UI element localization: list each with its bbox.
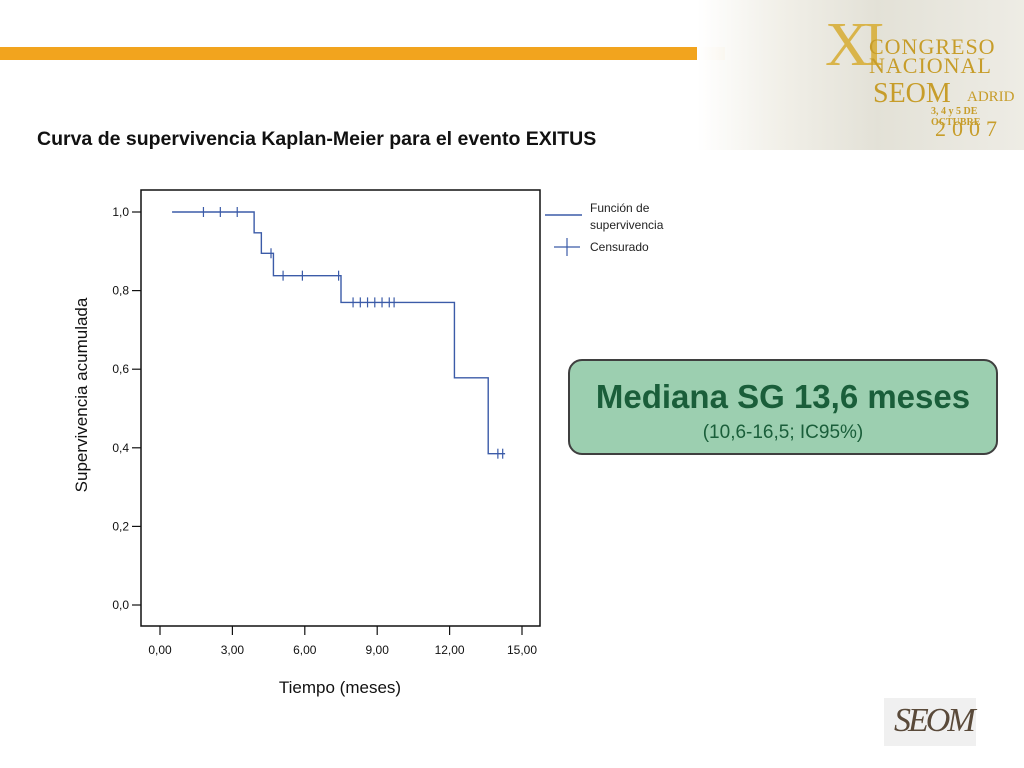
median-main-text: Mediana SG 13,6 meses (595, 378, 971, 415)
banner-city: ADRID (967, 89, 1015, 105)
survival-curve (172, 211, 506, 455)
x-tick-label: 3,00 (221, 643, 245, 657)
x-axis-title: Tiempo (meses) (279, 678, 401, 697)
legend-label: Censurado (590, 240, 649, 254)
x-tick-label: 6,00 (293, 643, 317, 657)
seom-logo-text: SEOM (894, 702, 976, 739)
x-tick-label: 9,00 (366, 643, 390, 657)
banner-dates: 3, 4 y 5 DE OCTUBRE (931, 106, 981, 128)
median-box: Mediana SG 13,6 meses (10,6-16,5; IC95%) (568, 359, 998, 455)
banner-background (697, 0, 1024, 150)
median-ci-text: (10,6-16,5; IC95%) (702, 422, 864, 443)
seom-logo: SEOM (884, 698, 976, 746)
banner-line2: NACIONAL (869, 53, 992, 78)
banner-org: SEOM (873, 78, 951, 109)
y-tick-label: 0,2 (112, 519, 129, 533)
banner-line1: CONGRESO (869, 34, 996, 59)
legend-label: supervivencia (590, 218, 664, 232)
y-tick-label: 0,0 (112, 598, 129, 612)
plot-frame (140, 189, 541, 627)
x-tick-label: 12,00 (435, 643, 465, 657)
congress-banner: XI CONGRESO NACIONAL SEOM ADRID 3, 4 y 5… (697, 0, 1024, 150)
y-tick-label: 0,8 (112, 284, 129, 298)
x-tick-label: 0,00 (148, 643, 172, 657)
banner-year: 2007 (935, 116, 1003, 141)
legend-label: Función de (590, 201, 650, 215)
y-tick-label: 0,6 (112, 362, 129, 376)
x-tick-label: 15,00 (507, 643, 537, 657)
accent-bar (0, 47, 725, 60)
page-title: Curva de supervivencia Kaplan-Meier para… (37, 128, 597, 150)
banner-roman-numeral: XI (825, 11, 884, 79)
y-tick-label: 1,0 (112, 205, 129, 219)
y-tick-label: 0,4 (112, 441, 129, 455)
y-axis-title: Supervivencia acumulada (72, 297, 91, 492)
